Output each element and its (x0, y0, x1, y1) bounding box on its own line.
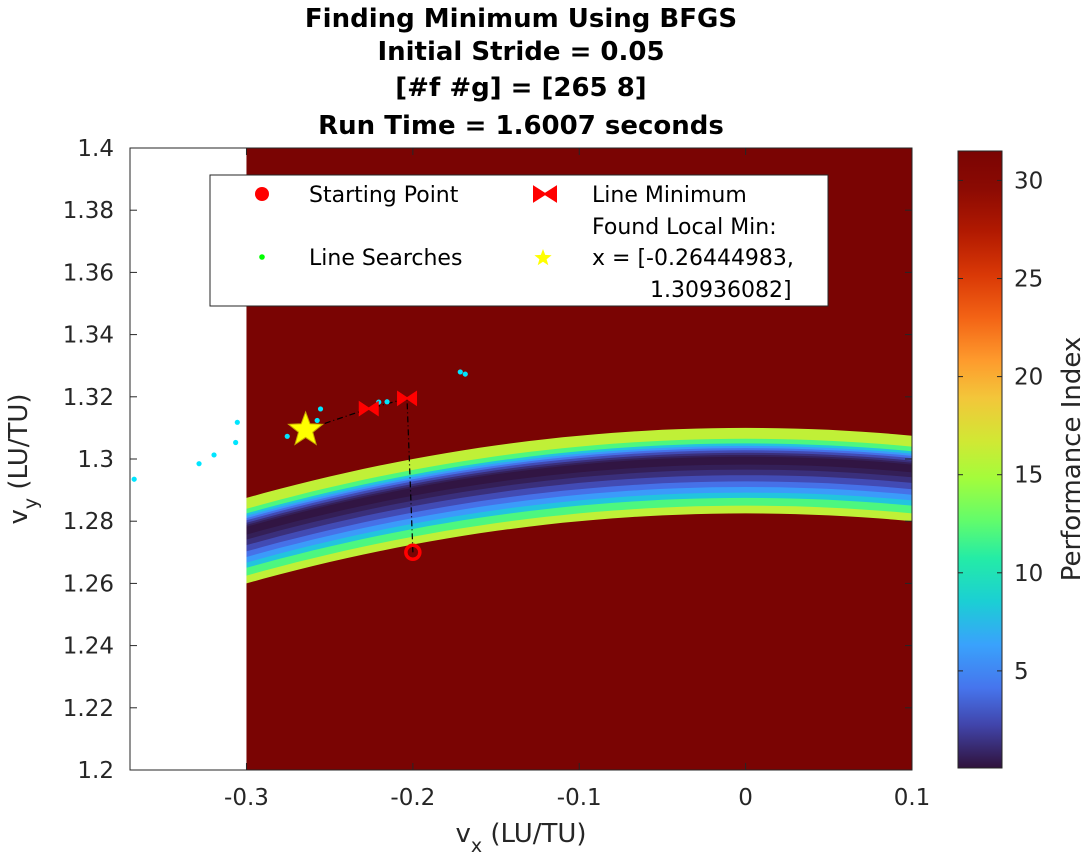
optimization-markers (287, 390, 422, 562)
legend-entry-found-min: Found Local Min: x = [-0.26444983, 1.309… (534, 215, 794, 303)
x-tick-label: -0.1 (557, 785, 602, 811)
colorbar-ticks: 5 10 15 20 25 30 (958, 168, 1043, 685)
legend-marker-search (259, 254, 265, 260)
y-tick-label: 1.4 (77, 136, 114, 162)
legend-label-found-1: Found Local Min: (592, 215, 777, 240)
y-tick-label: 1.32 (63, 385, 114, 411)
y-tick-label: 1.34 (63, 323, 114, 349)
x-axis-label: vx (LU/TU) (455, 819, 586, 857)
colorbar-label: Performance Index (1057, 337, 1086, 582)
y-tick-label: 1.36 (63, 260, 114, 286)
y-tick-label: 1.26 (63, 571, 114, 597)
colorbar-tick-label: 20 (1014, 365, 1043, 391)
legend-label-search: Line Searches (309, 246, 462, 271)
legend-label-found-2: x = [-0.26444983, (592, 246, 794, 271)
title-line-1: Finding Minimum Using BFGS (305, 4, 737, 34)
colorbar-tick-label: 30 (1014, 168, 1043, 194)
legend-box (209, 174, 829, 307)
line-search-point (314, 417, 320, 424)
title-line-3: [#f #g] = [265 8] (395, 73, 646, 103)
legend-label-found-3: 1.30936082] (650, 278, 792, 303)
y-tick-label: 1.28 (63, 509, 114, 535)
line-minimum-marker (397, 390, 418, 407)
y-axis-label: vy (LU/TU) (4, 393, 42, 524)
y-tick-label: 1.2 (77, 758, 114, 784)
line-search-point (384, 399, 390, 405)
line-search-point (457, 369, 463, 375)
starting-point-marker (404, 543, 422, 562)
colorbar-tick-label: 5 (1014, 659, 1029, 685)
svg-text:vy (LU/TU): vy (LU/TU) (4, 393, 42, 524)
line-search-points (131, 369, 468, 482)
line-search-point (462, 371, 468, 377)
colorbar-tick-label: 25 (1014, 267, 1043, 293)
y-tick-label: 1.22 (63, 696, 114, 722)
axes: -0.3 -0.2 -0.1 0 0.1 1.2 1.22 1.24 1.26 1.28 1.3 1.… (63, 136, 931, 811)
colorbar-tick-label: 15 (1014, 463, 1043, 489)
line-search-point (196, 461, 202, 467)
colorbar: 5 10 15 20 25 30 Performance Index (957, 150, 1086, 769)
colorbar-gradient (958, 151, 1002, 768)
y-tick-label: 1.3 (77, 447, 114, 473)
svg-text:vx (LU/TU): vx (LU/TU) (455, 819, 586, 857)
chart-title: Finding Minimum Using BFGS Initial Strid… (305, 4, 737, 141)
line-search-point (233, 439, 239, 446)
contour-band-8 (246, 456, 912, 535)
x-tick-label: -0.3 (224, 785, 269, 811)
legend-marker-start (255, 187, 269, 201)
legend: Starting Point Line Minimum Line Searche… (209, 174, 829, 307)
x-tick-label: -0.2 (390, 785, 435, 811)
line-search-point (131, 476, 137, 482)
legend-entry-starting-point: Starting Point (255, 183, 459, 208)
line-search-point (317, 406, 324, 412)
legend-entry-line-searches: Line Searches (259, 246, 462, 271)
contour-band-5 (246, 450, 912, 552)
legend-marker-star (534, 249, 552, 266)
y-tick-label: 1.38 (63, 198, 114, 224)
line-search-point (211, 452, 217, 458)
colorbar-frame (957, 150, 1003, 769)
legend-label-line-min: Line Minimum (592, 183, 747, 208)
line-minimum-marker (358, 400, 379, 417)
x-tick-label: 0 (738, 785, 753, 811)
legend-entry-line-minimum: Line Minimum (533, 183, 747, 208)
y-tick-label: 1.24 (63, 634, 114, 660)
x-tick-label: 0.1 (894, 785, 931, 811)
line-search-point (234, 419, 240, 425)
legend-marker-line-min (533, 185, 557, 203)
title-line-2: Initial Stride = 0.05 (377, 37, 664, 67)
found-local-min-marker (287, 410, 325, 446)
line-search-point (284, 433, 290, 439)
title-line-4: Run Time = 1.6007 seconds (318, 111, 724, 141)
legend-label-start: Starting Point (309, 183, 459, 208)
colorbar-tick-label: 10 (1014, 561, 1043, 587)
